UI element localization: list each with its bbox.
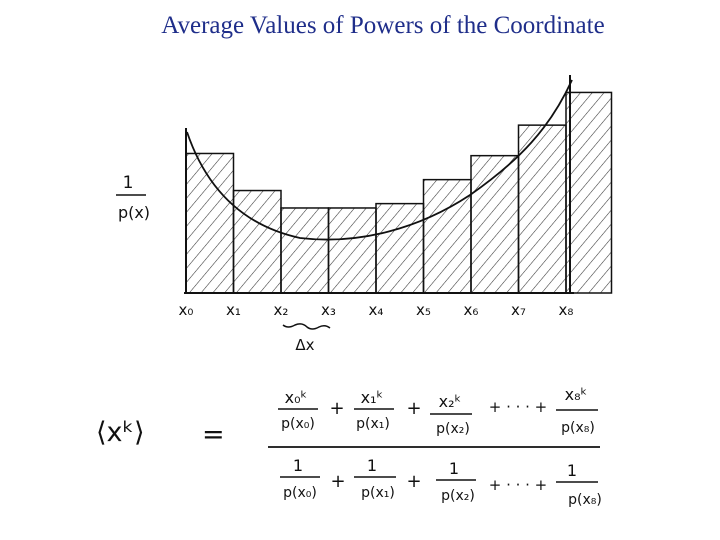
den-ellipsis: + · · · + (489, 476, 548, 494)
histogram-bar (375, 202, 425, 294)
riemann-graph: 1 p(x) x₀ x₁ x₂ x₃ x₄ x₅ x₆ x₇ x₈ Δx (116, 75, 613, 354)
histogram-bar (280, 207, 330, 294)
histogram-bar (517, 124, 567, 294)
x-tick-label: x₄ (369, 301, 384, 319)
y-label-denominator: p(x) (118, 203, 150, 222)
x-tick-label: x₅ (416, 301, 431, 319)
num-term-2-bottom: p(x₂) (436, 421, 470, 437)
histogram-bar (565, 91, 613, 294)
num-term-8-top: x₈ᵏ (565, 385, 588, 404)
x-tick-label: x₀ (179, 301, 194, 319)
histogram-bars (185, 91, 613, 294)
histogram-bar (232, 189, 282, 294)
histogram-bar (422, 178, 472, 294)
x-tick-label: x₈ (559, 301, 574, 319)
formula-lhs: ⟨xᵏ⟩ (96, 417, 145, 448)
y-label-numerator: 1 (123, 173, 134, 193)
den-term-2-top: 1 (449, 459, 459, 478)
den-term-8-bottom: p(x₈) (568, 492, 602, 508)
num-ellipsis: + · · · + (489, 398, 548, 416)
dx-brace (282, 323, 331, 330)
slide-title: Average Values of Powers of the Coordina… (161, 12, 605, 39)
den-plus-1: + (406, 471, 421, 492)
numerator-row: x₀ᵏ p(x₀) + x₁ᵏ p(x₁) + x₂ᵏ p(x₂) + · · … (278, 385, 598, 437)
y-axis-label: 1 p(x) (116, 173, 150, 222)
num-plus-1: + (406, 398, 421, 419)
num-term-1-bottom: p(x₁) (356, 416, 390, 432)
x-tick-label: x₇ (511, 301, 526, 319)
den-term-1-top: 1 (367, 456, 377, 475)
den-plus-0: + (330, 471, 345, 492)
num-term-0-bottom: p(x₀) (281, 416, 315, 432)
inverse-density-curve (186, 79, 573, 241)
den-term-0-bottom: p(x₀) (283, 485, 317, 501)
x-tick-labels: x₀ x₁ x₂ x₃ x₄ x₅ x₆ x₇ x₈ (179, 301, 574, 319)
x-tick-label: x₃ (321, 301, 336, 319)
x-tick-label: x₆ (464, 301, 479, 319)
x-tick-label: x₂ (274, 301, 289, 319)
x-tick-label: x₁ (226, 301, 241, 319)
histogram-bar (185, 152, 235, 294)
dx-label: Δx (295, 336, 314, 354)
num-term-8-bottom: p(x₈) (561, 420, 595, 436)
average-formula: ⟨xᵏ⟩ = x₀ᵏ p(x₀) + x₁ᵏ p(x₁) + x₂ᵏ p(x₂)… (96, 385, 602, 508)
num-plus-0: + (329, 398, 344, 419)
num-term-0-top: x₀ᵏ (285, 388, 308, 407)
den-term-2-bottom: p(x₂) (441, 488, 475, 504)
formula-equals: = (202, 419, 225, 450)
num-term-1-top: x₁ᵏ (361, 388, 384, 407)
den-term-0-top: 1 (293, 456, 303, 475)
den-term-8-top: 1 (567, 461, 577, 480)
num-term-2-top: x₂ᵏ (439, 392, 462, 411)
histogram-bar (327, 207, 377, 294)
denominator-row: 1 p(x₀) + 1 p(x₁) + 1 p(x₂) + · · · + 1 … (280, 456, 602, 508)
den-term-1-bottom: p(x₁) (361, 485, 395, 501)
